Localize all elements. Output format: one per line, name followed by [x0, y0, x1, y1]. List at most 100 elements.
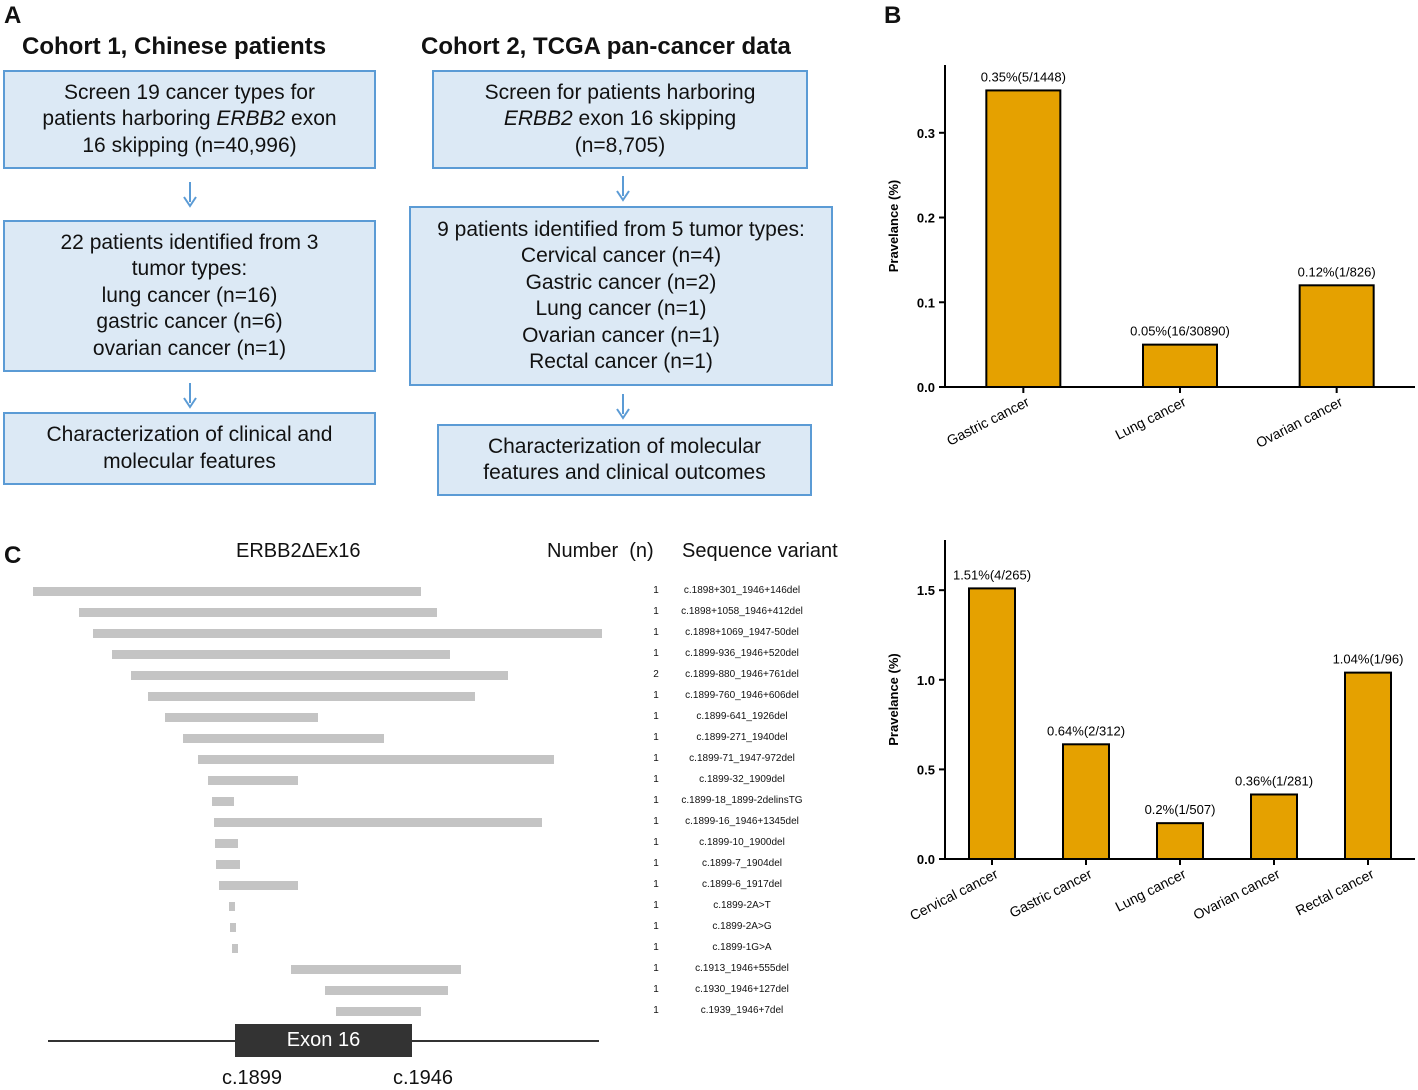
down-arrow-icon: [616, 394, 630, 420]
bar: [1156, 822, 1204, 861]
panel-label-a: A: [4, 2, 22, 29]
variant-row: 1 c.1899-7_1904del: [0, 853, 840, 874]
deletion-span-bar: [325, 986, 448, 995]
box-line: patients harboring ERBB2 exon: [42, 107, 337, 131]
x-tick-label: Cervical cancer: [907, 865, 1001, 923]
x-tick-label: Rectal cancer: [1293, 865, 1377, 918]
y-axis-title: Pravelance (%): [886, 180, 901, 273]
cohort2-screen-box: Screen for patients harboring ERBB2 exon…: [432, 70, 808, 169]
box-line: Screen for patients harboring: [484, 80, 756, 104]
variant-row: 1 c.1899-2A>G: [0, 916, 840, 937]
box-line: 9 patients identified from 5 tumor types…: [437, 217, 805, 241]
deletion-span-bar: [165, 713, 318, 722]
variant-name: c.1899-2A>G: [712, 921, 772, 932]
variant-name: c.1899-880_1946+761del: [685, 669, 799, 680]
deletion-span-bar: [215, 839, 238, 848]
variant-row: 2 c.1899-880_1946+761del: [0, 664, 840, 685]
deletion-span-bar: [148, 692, 475, 701]
deletion-span-bar: [212, 797, 234, 806]
variant-name: c.1898+1058_1946+412del: [681, 606, 803, 617]
cohort1-screen-box: Screen 19 cancer types for patients harb…: [3, 70, 376, 169]
variant-count: 1: [653, 984, 659, 995]
bar: [1142, 343, 1218, 389]
variant-name: c.1898+1069_1947-50del: [685, 627, 799, 638]
y-tick-label: 1.5: [917, 583, 935, 598]
deletion-span-bar: [131, 671, 508, 680]
exon-end-label: c.1946: [393, 1067, 454, 1089]
variant-name: c.1899-7_1904del: [701, 858, 783, 869]
bar: [1344, 671, 1392, 860]
bar: [1250, 793, 1298, 861]
variant-name: c.1899-271_1940del: [696, 732, 788, 743]
deletion-span-bar: [232, 944, 238, 953]
box-line: 16 skipping (n=40,996): [82, 133, 297, 157]
variant-count: 1: [653, 900, 659, 911]
deletion-span-bar: [216, 860, 240, 869]
y-tick-label: 0.0: [917, 852, 935, 867]
variant-row: 1 c.1899-18_1899-2delinsTG: [0, 790, 840, 811]
variant-row: 1 c.1913_1946+555del: [0, 958, 840, 979]
box-line: ovarian cancer (n=1): [92, 336, 287, 360]
deletion-span-bar: [79, 608, 437, 617]
variant-row: 1 c.1899-10_1900del: [0, 832, 840, 853]
cohort1-characterization-box: Characterization of clinical and molecul…: [3, 412, 376, 485]
bar-value-label: 0.05%(16/30890): [1130, 324, 1230, 339]
prevalence-chart-cohort2: 0.0 0.5 1.0 1.5 Pravelance (%) 1.51%(4/265) Ce…: [886, 540, 1415, 923]
variant-row: 1 c.1899-641_1926del: [0, 706, 840, 727]
variant-count: 1: [653, 879, 659, 890]
deletion-span-bar: [229, 902, 235, 911]
box-line: 22 patients identified from 3: [60, 230, 319, 254]
x-tick-label: Ovarian cancer: [1191, 865, 1283, 923]
variant-count: 1: [653, 585, 659, 596]
y-tick-label: 0.0: [917, 380, 935, 395]
bar-value-label: 0.64%(2/312): [1047, 723, 1125, 738]
bar-value-label: 0.2%(1/507): [1145, 802, 1216, 817]
box-line: Screen 19 cancer types for: [64, 80, 315, 104]
cohort1-title: Cohort 1, Chinese patients: [22, 33, 327, 60]
bar: [1062, 743, 1110, 861]
box-line: molecular features: [103, 449, 276, 473]
box-line: Characterization of clinical and: [46, 423, 333, 446]
panel-label-c: C: [4, 542, 22, 569]
x-tick-label: Ovarian cancer: [1253, 393, 1345, 451]
deletion-span-bar: [336, 1007, 421, 1016]
variant-row: 1 c.1930_1946+127del: [0, 979, 840, 1000]
variant-name: c.1899-760_1946+606del: [685, 690, 799, 701]
exon-16-block: Exon 16: [235, 1024, 412, 1057]
variant-row: 1 c.1898+1058_1946+412del: [0, 601, 840, 622]
y-tick-label: 0.5: [917, 762, 935, 777]
bar-value-label: 1.51%(4/265): [953, 567, 1031, 582]
number-header: Number (n): [547, 540, 654, 562]
variant-row: 1 c.1899-936_1946+520del: [0, 643, 840, 664]
variant-name: c.1899-2A>T: [713, 900, 771, 911]
variant-count: 1: [653, 711, 659, 722]
box-line: Lung cancer (n=1): [535, 297, 707, 320]
variant-row: 1 c.1899-6_1917del: [0, 874, 840, 895]
x-tick-label: Gastric cancer: [1007, 865, 1095, 920]
variant-count: 1: [653, 690, 659, 701]
box-line: ERBB2 exon 16 skipping: [503, 107, 737, 131]
variant-name: c.1899-10_1900del: [699, 837, 785, 848]
cohort1-identified-box: 22 patients identified from 3 tumor type…: [3, 220, 376, 372]
variant-row: 1 c.1939_1946+7del: [0, 1000, 840, 1021]
deletion-span-bar: [93, 629, 602, 638]
bar-value-label: 0.35%(5/1448): [981, 69, 1066, 84]
variant-name: c.1939_1946+7del: [700, 1005, 784, 1016]
y-tick-label: 0.1: [917, 295, 935, 310]
x-tick-label: Lung cancer: [1112, 865, 1188, 914]
variant-count: 1: [653, 795, 659, 806]
variant-count: 1: [653, 774, 659, 785]
bar-value-label: 1.04%(1/96): [1333, 652, 1404, 667]
box-line: tumor types:: [131, 257, 248, 281]
cohort2-identified-box: 9 patients identified from 5 tumor types…: [409, 206, 833, 386]
variant-count: 1: [653, 963, 659, 974]
variant-count: 1: [653, 1005, 659, 1016]
variant-row: 1 c.1899-16_1946+1345del: [0, 811, 840, 832]
box-line: (n=8,705): [574, 133, 666, 157]
variant-name: c.1899-641_1926del: [696, 711, 788, 722]
deletion-span-bar: [230, 923, 236, 932]
prevalence-chart-cohort1: 0.0 0.1 0.2 0.3 Pravelance (%) 0.35%(5/1448) G…: [886, 65, 1415, 451]
variant-count: 1: [653, 942, 659, 953]
box-line: Cervical cancer (n=4): [520, 244, 722, 267]
variant-name: c.1899-71_1947-972del: [689, 753, 795, 764]
